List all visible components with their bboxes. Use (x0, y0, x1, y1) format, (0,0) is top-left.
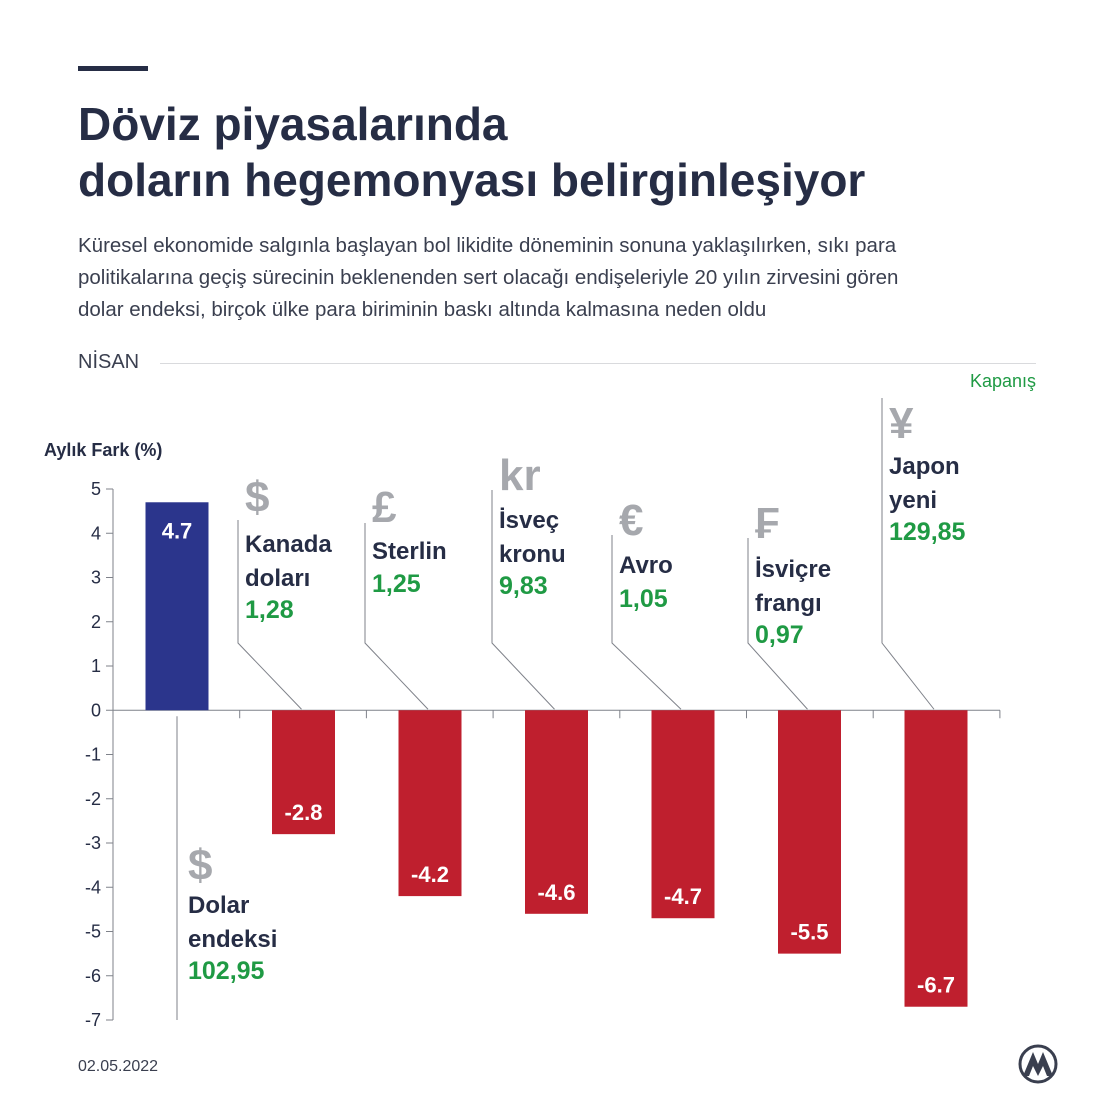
leader-line-3 (491, 490, 555, 710)
y-tick-label: -7 (85, 1010, 101, 1030)
closing-value: 129,85 (889, 518, 966, 546)
bar-1 (272, 710, 335, 835)
leader-line-5 (747, 538, 808, 710)
currency-name: İsviçre (755, 556, 831, 583)
closing-value: 1,05 (619, 585, 668, 613)
y-tick-label: 5 (91, 479, 101, 499)
aa-logo-icon (1018, 1044, 1058, 1084)
page-subtitle: Küresel ekonomide salgınla başlayan bol … (78, 230, 1058, 326)
page-title: Döviz piyasalarında doların hegemonyası … (78, 96, 1058, 208)
data-label-3: -4.6 (538, 880, 576, 905)
currency-name: yeni (889, 487, 937, 514)
currency-name: kronu (499, 541, 566, 568)
title-line-1: Döviz piyasalarında (78, 98, 508, 150)
subtitle-line-3: dolar endeksi, birçok ülke para birimini… (78, 298, 767, 321)
subtitle-line-1: Küresel ekonomide salgınla başlayan bol … (78, 234, 897, 257)
data-label-1: -2.8 (285, 800, 323, 825)
closing-value: 1,28 (245, 596, 294, 624)
leader-line-2 (364, 523, 429, 710)
title-line-2: doların hegemonyası belirginleşiyor (78, 154, 866, 206)
closing-value: 9,83 (499, 572, 548, 600)
title-accent-bar (78, 66, 148, 71)
currency-symbol-icon: ¥ (889, 399, 914, 448)
closing-value: 0,97 (755, 621, 804, 649)
currency-symbol-icon: ₣ (755, 499, 779, 548)
currency-name: frangı (755, 590, 822, 617)
currency-name: Avro (619, 552, 673, 579)
publish-date: 02.05.2022 (78, 1058, 159, 1075)
y-tick-label: -5 (85, 922, 101, 942)
legend-closing: Kapanış (969, 371, 1036, 391)
data-label-5: -5.5 (791, 920, 829, 945)
currency-name: Kanada (245, 531, 332, 558)
y-tick-label: -3 (85, 833, 101, 853)
bar-6 (904, 710, 968, 1007)
bar-2 (398, 710, 462, 897)
y-tick-label: 1 (91, 656, 101, 676)
currency-name: Dolar (188, 892, 249, 919)
y-tick-label: 0 (91, 700, 101, 720)
y-tick-label: 3 (91, 568, 101, 588)
leader-line-1 (237, 520, 302, 710)
bar-0 (145, 502, 209, 711)
y-tick-label: -6 (85, 966, 101, 986)
currency-symbol-icon: £ (372, 483, 397, 532)
y-tick-label: 4 (91, 523, 101, 543)
currency-symbol-icon: $ (188, 841, 212, 890)
y-tick-label: -2 (85, 789, 101, 809)
y-axis-label: Aylık Fark (%) (44, 440, 163, 460)
currency-symbol-icon: $ (245, 473, 269, 522)
subtitle-line-2: politikalarına geçiş sürecinin beklenend… (78, 266, 899, 289)
y-tick-label: 2 (91, 612, 101, 632)
currency-symbol-icon: kr (499, 451, 541, 500)
data-label-0: 4.7 (162, 518, 193, 543)
closing-value: 1,25 (372, 570, 421, 598)
y-tick-label: -1 (85, 745, 101, 765)
currency-name: Sterlin (372, 538, 447, 565)
currency-name: endeksi (188, 926, 277, 953)
month-label: NİSAN (78, 351, 140, 373)
data-label-4: -4.7 (664, 884, 702, 909)
data-label-2: -4.2 (411, 862, 449, 887)
bar-3 (525, 710, 588, 914)
currency-name: İsveç (499, 507, 559, 534)
currency-symbol-icon: € (619, 496, 643, 545)
currency-name: doları (245, 565, 310, 592)
bar-4 (651, 710, 715, 919)
bar-5 (778, 710, 841, 954)
data-label-6: -6.7 (917, 973, 955, 998)
month-divider (160, 363, 1036, 364)
leader-line-4 (611, 535, 682, 710)
leader-line-6 (881, 398, 935, 710)
closing-value: 102,95 (188, 957, 265, 985)
currency-name: Japon (889, 453, 960, 480)
y-tick-label: -4 (85, 877, 101, 897)
